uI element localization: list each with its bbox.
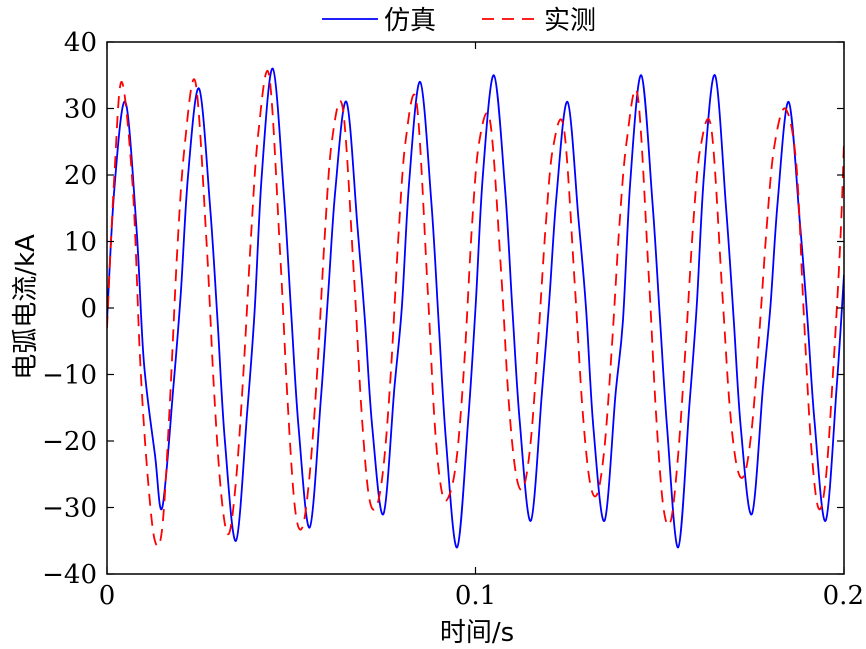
y-tick-label: −20 (42, 427, 97, 457)
y-tick-label: −40 (42, 560, 97, 590)
x-tick-label: 0 (99, 581, 116, 611)
y-tick-label: 10 (64, 228, 97, 258)
tick-labels-layer: −40 −30 −20 −10 0 10 20 30 40 0 0.1 0.2 (42, 28, 864, 611)
series-layer (107, 67, 844, 549)
y-tick-label: −10 (42, 361, 97, 391)
y-tick-label: 0 (80, 294, 97, 324)
legend-label-measured: 实测 (544, 6, 596, 36)
ticks-layer (106, 41, 845, 575)
legend: 仿真 实测 (322, 6, 596, 36)
y-tick-label: 20 (64, 161, 97, 191)
y-tick-label: 30 (64, 95, 97, 125)
y-tick-label: 40 (64, 28, 97, 58)
series-line-simulation (107, 67, 844, 549)
y-tick-label: −30 (42, 494, 97, 524)
x-axis-label: 时间/s (440, 618, 514, 648)
legend-label-simulation: 仿真 (384, 6, 436, 36)
y-axis-label: 电弧电流/kA (11, 234, 41, 380)
x-tick-label: 0.2 (823, 581, 864, 611)
series-line-measured (107, 70, 844, 548)
x-tick-label: 0.1 (455, 581, 496, 611)
